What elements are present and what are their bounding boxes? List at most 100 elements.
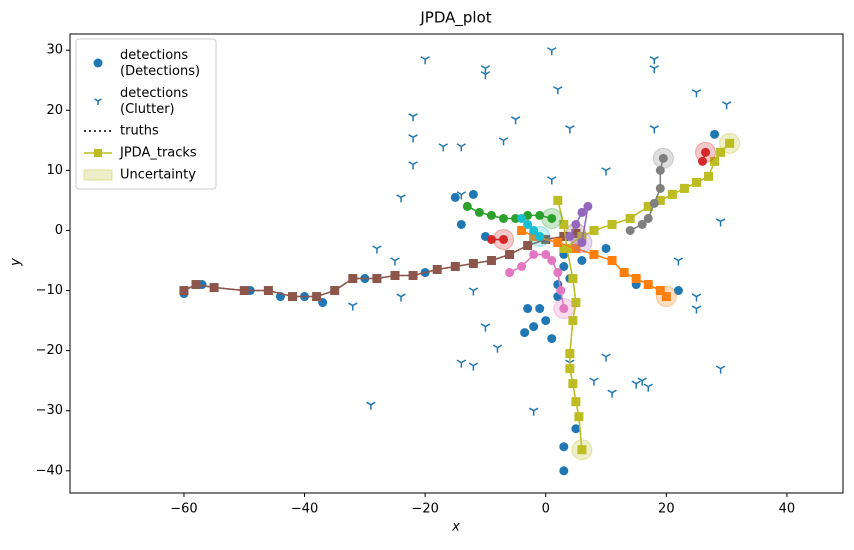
clutter-point xyxy=(396,194,406,203)
point xyxy=(535,304,545,314)
point xyxy=(529,225,539,235)
legend-marker xyxy=(94,149,102,157)
point xyxy=(619,268,629,278)
point xyxy=(456,219,466,229)
point xyxy=(698,156,708,166)
point xyxy=(601,243,611,253)
clutter-point xyxy=(420,56,430,65)
point xyxy=(655,165,665,175)
clutter-point xyxy=(547,47,557,56)
point xyxy=(559,231,569,241)
point xyxy=(643,201,653,211)
point xyxy=(330,286,340,296)
point xyxy=(565,349,575,359)
clutter-point xyxy=(607,389,617,398)
point xyxy=(505,268,515,278)
point xyxy=(577,445,587,455)
clutter-point xyxy=(715,218,726,227)
point xyxy=(716,147,726,157)
y-tick-label: 20 xyxy=(46,103,63,118)
point xyxy=(209,283,219,293)
point xyxy=(348,274,358,284)
y-tick-label: 30 xyxy=(46,43,63,58)
clutter-point xyxy=(691,89,702,98)
x-tick-label: −20 xyxy=(411,502,438,517)
point xyxy=(559,262,569,272)
point xyxy=(529,231,539,241)
point xyxy=(372,274,382,284)
clutter-point xyxy=(715,365,726,374)
point xyxy=(517,225,527,235)
point xyxy=(625,225,635,235)
point xyxy=(701,147,711,157)
clutter-point xyxy=(348,302,358,311)
point xyxy=(529,322,539,332)
point xyxy=(553,268,563,278)
clutter-point xyxy=(510,116,521,125)
clutter-point xyxy=(691,305,702,314)
clutter-point xyxy=(408,113,418,122)
point xyxy=(486,234,496,244)
point xyxy=(523,304,533,314)
point xyxy=(583,201,593,211)
point xyxy=(571,424,581,434)
point xyxy=(468,189,478,199)
clutter-point xyxy=(456,191,467,200)
point xyxy=(691,177,701,187)
point xyxy=(725,138,735,148)
point xyxy=(517,213,527,223)
point xyxy=(568,316,578,326)
point xyxy=(655,195,665,205)
y-tick-label: 10 xyxy=(46,163,63,178)
clutter-point xyxy=(721,101,732,110)
point xyxy=(312,292,322,302)
clutter-point xyxy=(673,257,684,266)
point xyxy=(390,271,400,281)
clutter-point xyxy=(637,377,647,386)
point xyxy=(559,219,569,229)
clutter-point xyxy=(456,143,467,152)
point xyxy=(541,249,551,259)
clutter-point xyxy=(396,293,406,302)
point xyxy=(571,397,581,407)
clutter-point xyxy=(480,71,491,80)
clutter-point xyxy=(601,353,611,362)
point xyxy=(486,210,496,220)
point xyxy=(559,442,569,452)
point xyxy=(239,286,249,296)
point xyxy=(568,379,578,389)
legend-label: detections (Detections) xyxy=(120,48,200,79)
chart-title: JPDA_plot xyxy=(419,9,491,28)
point xyxy=(710,156,720,166)
point xyxy=(710,129,720,139)
point xyxy=(571,219,581,229)
legend-label: detections (Clutter) xyxy=(120,86,188,117)
x-tick-label: 20 xyxy=(658,502,675,517)
clutter-point xyxy=(468,362,479,371)
point xyxy=(637,219,647,229)
point xyxy=(432,265,442,275)
point xyxy=(529,249,539,259)
point xyxy=(565,364,575,374)
point xyxy=(287,292,297,302)
clutter-point xyxy=(649,125,659,134)
point xyxy=(553,195,563,205)
point xyxy=(517,262,527,272)
point xyxy=(649,198,659,208)
clutter-point xyxy=(492,344,503,353)
clutter-point xyxy=(456,359,467,368)
point xyxy=(547,213,557,223)
point xyxy=(520,328,530,338)
point xyxy=(673,286,683,296)
point xyxy=(450,262,460,272)
point xyxy=(556,286,566,296)
y-tick-label: −10 xyxy=(36,283,63,298)
clutter-point xyxy=(589,377,599,386)
point xyxy=(535,210,545,220)
point xyxy=(571,243,581,253)
clutter-point xyxy=(649,65,659,74)
clutter-point xyxy=(528,407,539,416)
point xyxy=(655,183,665,193)
point xyxy=(486,255,496,265)
point xyxy=(574,412,584,422)
